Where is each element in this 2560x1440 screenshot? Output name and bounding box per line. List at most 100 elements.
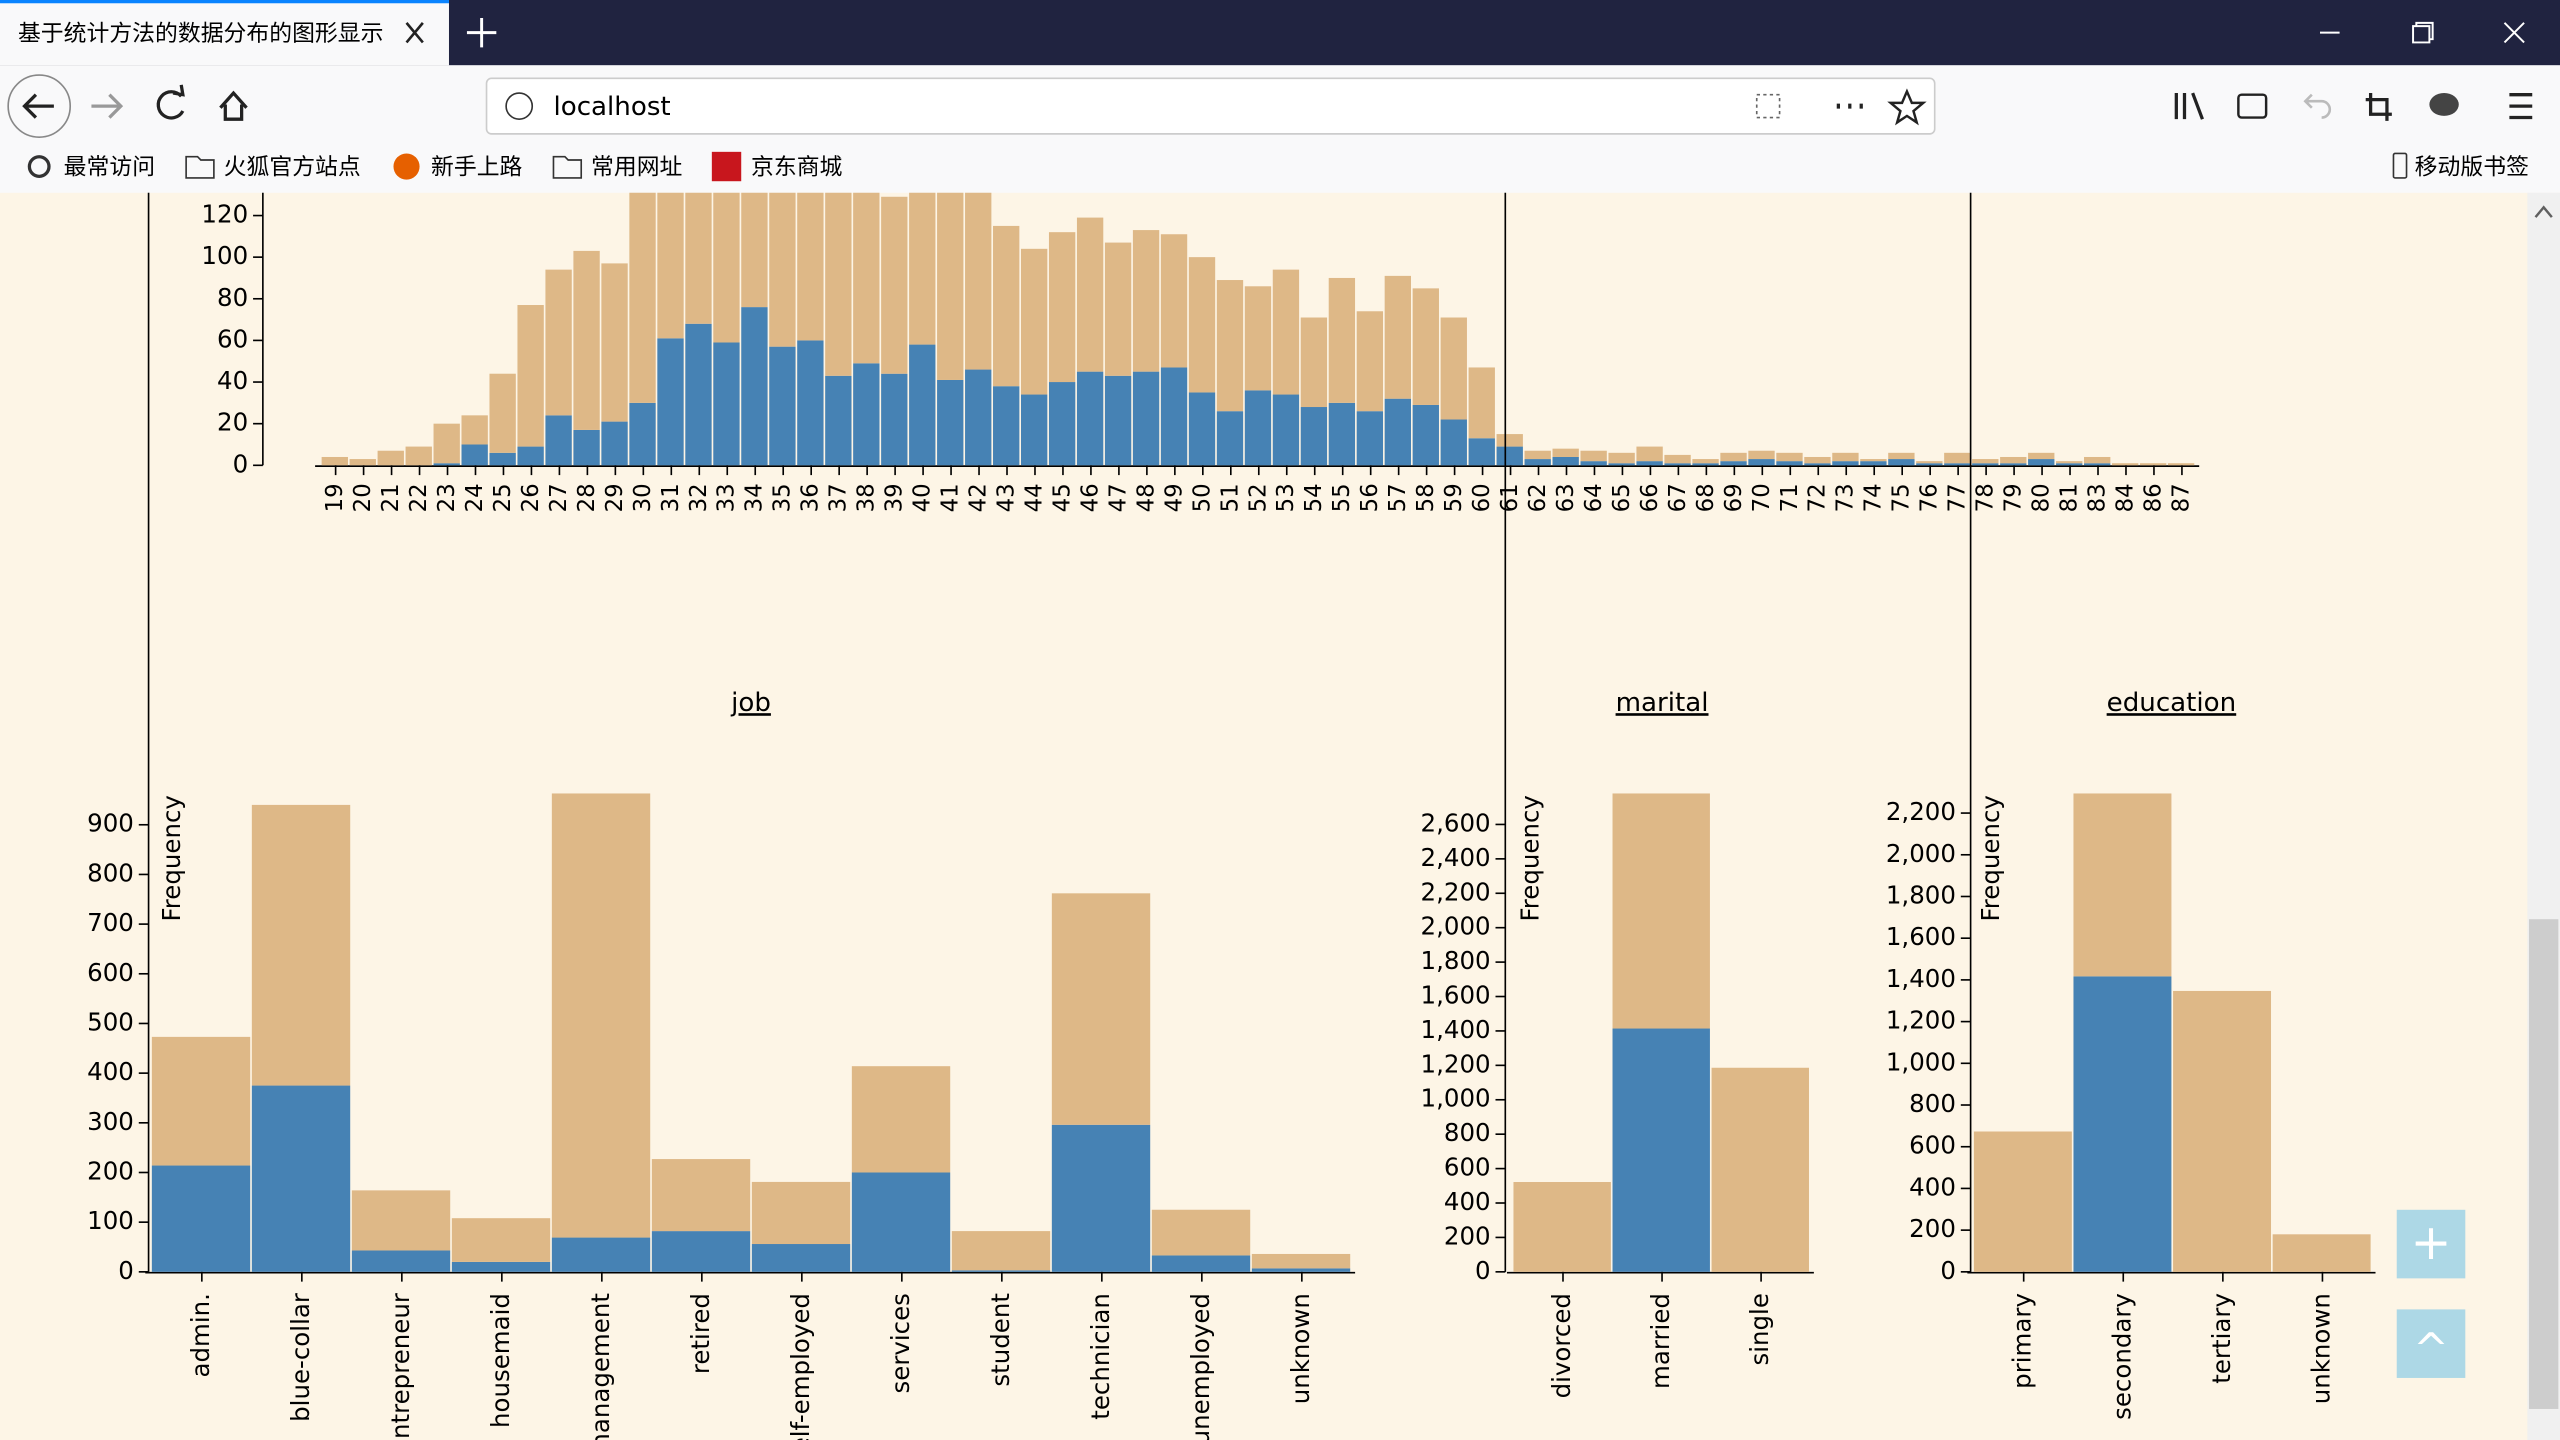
bar-segment — [2056, 463, 2083, 466]
info-icon[interactable] — [505, 92, 534, 120]
crop-icon[interactable] — [2365, 93, 2392, 121]
x-tick-label: 36 — [798, 483, 824, 512]
sidebar-icon[interactable] — [2237, 93, 2268, 119]
add-button[interactable]: + — [2396, 1209, 2466, 1279]
x-tick-label: 76 — [1917, 483, 1943, 512]
bookmark-star[interactable] — [1887, 88, 1927, 126]
y-tick-label: 700 — [87, 908, 134, 937]
bar-segment — [1300, 317, 1328, 408]
bar-segment — [965, 192, 992, 370]
bar-segment — [377, 450, 404, 466]
bookmark[interactable]: 最常访问 — [64, 155, 155, 181]
bar-segment — [351, 1190, 451, 1251]
x-tick-label: services — [886, 1293, 915, 1393]
library-icon[interactable] — [2174, 92, 2204, 120]
y-tick-label: 800 — [1444, 1118, 1491, 1147]
jd-icon — [711, 151, 742, 182]
y-tick-label: 600 — [87, 958, 134, 987]
y-tick-label: 1,200 — [1421, 1049, 1491, 1078]
browser-chrome: 基于统计方法的数据分布的图形显示 localhost 最常访问 火狐官方站点 新… — [0, 0, 2560, 193]
bar-segment — [2056, 461, 2083, 464]
x-tick-label: admin. — [186, 1293, 215, 1377]
close-window[interactable] — [2503, 22, 2525, 44]
chat-icon[interactable] — [2429, 93, 2459, 116]
x-tick-label: 39 — [882, 483, 908, 512]
y-tick-label: 40 — [217, 366, 248, 395]
bar-segment — [461, 444, 488, 466]
bar-segment — [349, 459, 376, 466]
bar-segment — [1860, 461, 1887, 466]
bar-segment — [1496, 446, 1523, 466]
bar-segment — [1251, 1253, 1351, 1269]
x-tick-label: 57 — [1385, 483, 1411, 512]
bookmark[interactable]: 京东商城 — [751, 155, 843, 181]
address-bar[interactable] — [485, 77, 1936, 135]
bar-segment — [1496, 434, 1523, 447]
scrollbar-thumb[interactable] — [2528, 919, 2559, 1409]
bar-segment — [629, 192, 656, 403]
new-tab[interactable] — [466, 17, 497, 48]
x-tick-label: 64 — [1581, 483, 1607, 512]
x-tick-label: 43 — [994, 483, 1020, 512]
x-tick-label: student — [986, 1293, 1015, 1387]
x-tick-label: 20 — [350, 483, 376, 512]
bar-segment — [1720, 452, 1747, 462]
top-button[interactable]: ^ — [2396, 1309, 2466, 1378]
bar-segment — [651, 1231, 751, 1272]
bar-segment — [1513, 1182, 1611, 1272]
x-tick-label: 24 — [462, 483, 488, 512]
bookmark[interactable]: 常用网址 — [591, 155, 682, 181]
y-tick-label: 60 — [217, 324, 248, 353]
tab-close[interactable] — [405, 22, 424, 44]
bar-segment — [851, 1066, 951, 1173]
forward-button[interactable] — [91, 93, 124, 119]
x-tick-label: 30 — [630, 483, 656, 512]
bar-segment — [1272, 269, 1300, 395]
active-tab[interactable] — [0, 0, 449, 66]
bookmark[interactable]: 火狐官方站点 — [224, 155, 361, 181]
y-tick-label: 20 — [217, 408, 248, 437]
home-button[interactable] — [219, 90, 248, 121]
x-tick-label: secondary — [2107, 1293, 2136, 1420]
x-tick-label: 22 — [406, 483, 432, 512]
bar-segment — [517, 446, 544, 466]
tab-title: 基于统计方法的数据分布的图形显示 — [18, 21, 384, 47]
scroll-up-arrow[interactable] — [2534, 205, 2553, 218]
restore[interactable] — [2412, 21, 2434, 44]
x-tick-label: 53 — [1273, 483, 1299, 512]
bar-segment — [2000, 463, 2027, 466]
bar-segment — [1104, 242, 1132, 376]
bar-segment — [629, 402, 656, 466]
x-tick-label: entrepreneur — [386, 1292, 415, 1440]
y-tick-label: 2,000 — [1421, 912, 1491, 941]
y-tick-label: 1,000 — [1886, 1047, 1956, 1076]
bar-segment — [2084, 456, 2111, 464]
x-tick-label: 68 — [1693, 483, 1719, 512]
bar-segment — [1804, 463, 1831, 466]
firefox-icon — [393, 153, 420, 180]
bar-segment — [1048, 382, 1076, 466]
y-tick-label: 1,000 — [1421, 1084, 1491, 1113]
undo-icon[interactable] — [2303, 93, 2332, 119]
x-tick-label: 74 — [1861, 483, 1887, 512]
y-tick-label: 1,400 — [1886, 964, 1956, 993]
qr-icon[interactable] — [1755, 93, 1781, 119]
bookmark[interactable]: 新手上路 — [431, 155, 523, 181]
x-tick-label: 28 — [574, 483, 600, 512]
bar-segment — [1132, 371, 1160, 466]
bookmarks-bar — [0, 146, 2560, 193]
mobile-bookmarks[interactable]: 移动版书签 — [2415, 155, 2529, 181]
bar-segment — [1076, 217, 1104, 372]
back-button[interactable] — [7, 74, 72, 138]
bar-segment — [751, 1244, 851, 1272]
reload-button[interactable] — [156, 84, 185, 120]
bar-segment — [853, 192, 880, 364]
x-tick-label: 49 — [1161, 483, 1187, 512]
bar-segment — [2084, 463, 2111, 466]
bar-segment — [2073, 976, 2172, 1272]
hamburger-menu[interactable] — [2509, 93, 2533, 120]
bar-segment — [1216, 280, 1244, 412]
y-tick-label: 600 — [1909, 1131, 1956, 1160]
